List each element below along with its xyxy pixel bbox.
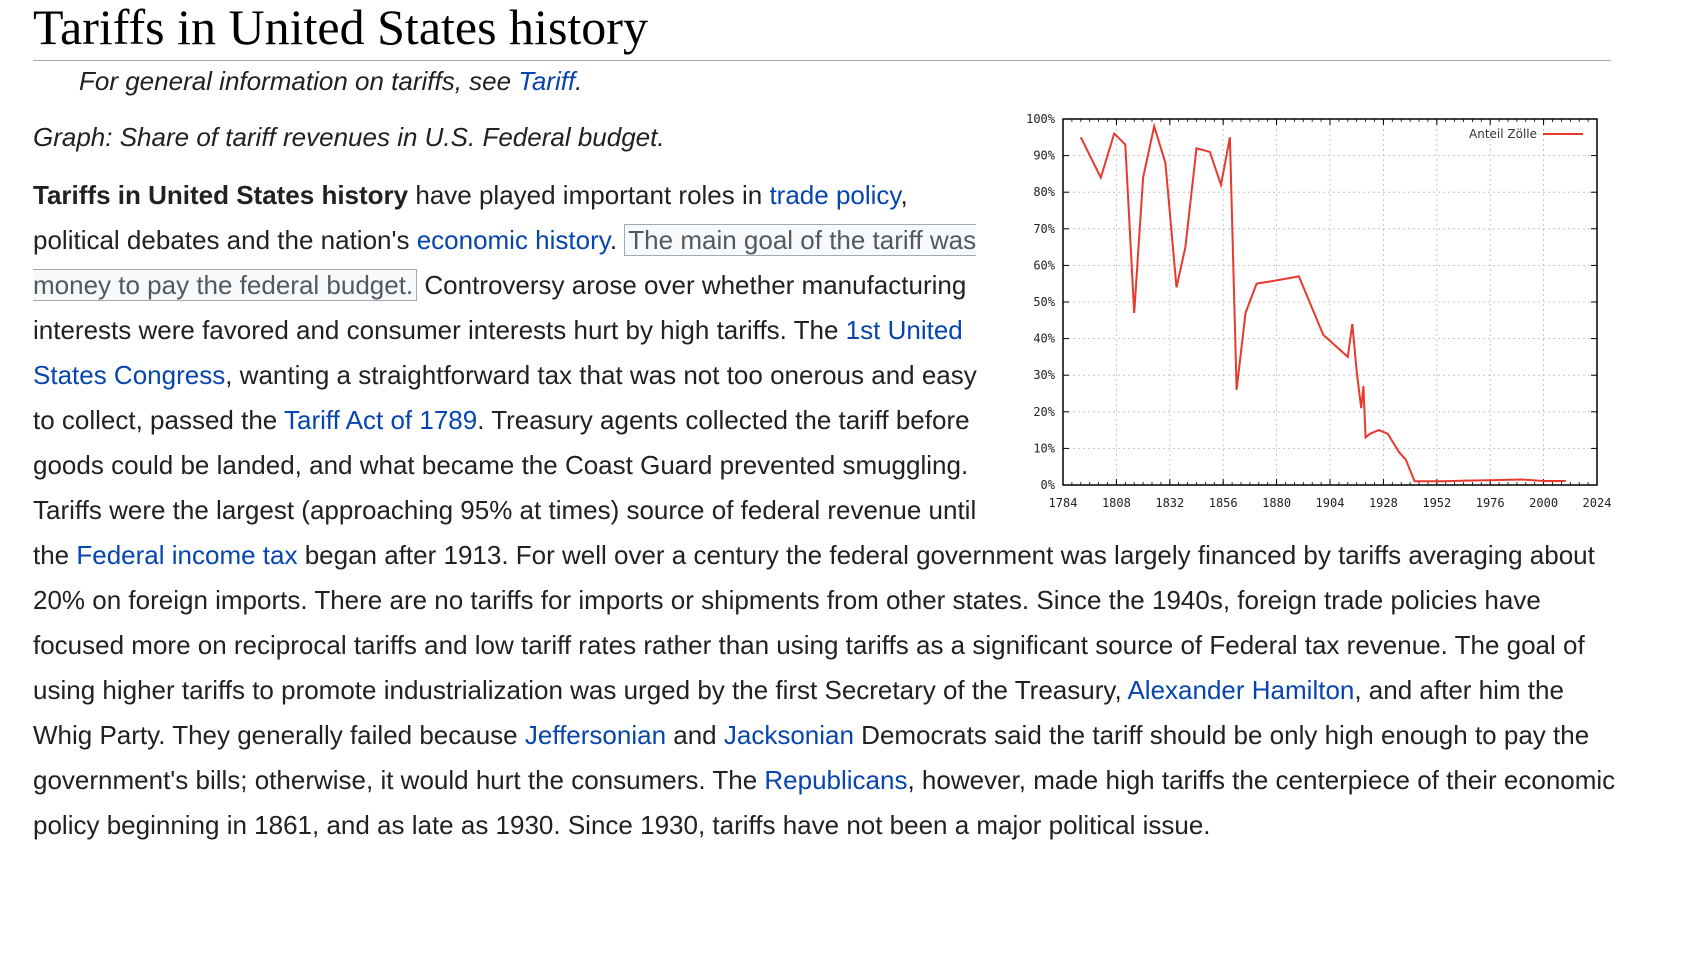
- jeffersonian-link[interactable]: Jeffersonian: [524, 720, 667, 750]
- legend-label: Anteil Zölle: [1469, 127, 1537, 141]
- series-line-0: [1079, 122, 1566, 483]
- republicans-link[interactable]: Republicans: [764, 765, 908, 795]
- x-tick-label: 1904: [1316, 496, 1345, 510]
- y-tick-label: 0%: [1041, 478, 1056, 492]
- y-tick-label: 10%: [1033, 441, 1055, 455]
- y-tick-label: 30%: [1033, 368, 1055, 382]
- y-tick-label: 80%: [1033, 185, 1055, 199]
- x-tick-label: 1808: [1102, 496, 1131, 510]
- alexander-hamilton-link[interactable]: Alexander Hamilton: [1127, 675, 1355, 705]
- x-tick-label: 1952: [1422, 496, 1451, 510]
- tariff-act-1789-link[interactable]: Tariff Act of 1789: [284, 405, 478, 435]
- tariff-revenue-figure[interactable]: 0% 10% 20% 30% 40% 50% 60% 70% 80% 90% 100% 1784 180…: [999, 95, 1623, 515]
- x-tick-label: 2000: [1529, 496, 1558, 510]
- hatnote-prefix: For general information on tariffs, see: [79, 66, 519, 96]
- y-tick-label: 50%: [1033, 295, 1055, 309]
- x-tick-label: 1784: [1049, 496, 1078, 510]
- page-title: Tariffs in United States history: [33, 0, 1611, 61]
- economic-history-link[interactable]: economic history: [416, 225, 610, 255]
- y-tick-label: 40%: [1033, 332, 1055, 346]
- y-tick-label: 20%: [1033, 405, 1055, 419]
- y-tick-label: 70%: [1033, 222, 1055, 236]
- first-congress-link[interactable]: 1st United States Congress: [33, 315, 963, 390]
- body-text-4: Controversy arose over whether manufactu…: [33, 270, 967, 345]
- x-tick-label: 2024: [1583, 496, 1612, 510]
- body-text-7: began after 1913. For well over a centur…: [33, 540, 1595, 705]
- hatnote: For general information on tariffs, see …: [79, 63, 1623, 99]
- x-tick-label: 1880: [1262, 496, 1291, 510]
- body-text-11: , however, made high tariffs the centerp…: [33, 765, 1616, 840]
- trade-policy-link[interactable]: trade policy: [769, 180, 901, 210]
- body-text-9: and: [666, 720, 724, 750]
- body-text-5: , wanting a straightforward tax that was…: [33, 360, 977, 435]
- tariff-share-chart: 0% 10% 20% 30% 40% 50% 60% 70% 80% 90% 100% 1784 180…: [1026, 112, 1612, 510]
- x-tick-label: 1832: [1155, 496, 1184, 510]
- body-text-3: .: [609, 225, 625, 255]
- federal-income-tax-link[interactable]: Federal income tax: [76, 540, 298, 570]
- hatnote-tariff-link[interactable]: Tariff: [518, 66, 576, 96]
- x-tick-label: 1928: [1369, 496, 1398, 510]
- body-text-1: have played important roles in: [408, 180, 770, 210]
- body-text-8: , and after him the Whig Party. They gen…: [33, 675, 1564, 750]
- body-text-6: . Treasury agents collected the tariff b…: [33, 405, 977, 570]
- x-tick-label: 1976: [1476, 496, 1505, 510]
- jacksonian-link[interactable]: Jacksonian: [723, 720, 854, 750]
- x-tick-label: 1856: [1209, 496, 1238, 510]
- y-tick-label: 90%: [1033, 149, 1055, 163]
- hatnote-suffix: .: [575, 66, 583, 96]
- article-page: Tariffs in United States history For gen…: [33, 0, 1623, 848]
- y-tick-label: 100%: [1026, 112, 1056, 126]
- figure-caption: Graph: Share of tariff revenues in U.S. …: [33, 122, 665, 152]
- y-tick-label: 60%: [1033, 258, 1055, 272]
- body-text-10: Democrats said the tariff should be only…: [33, 720, 1590, 795]
- lead-bold: Tariffs in United States history: [33, 180, 409, 210]
- article-body: Tariffs in United States history have pl…: [33, 173, 1623, 848]
- body-text-2: , political debates and the nation's: [33, 180, 908, 255]
